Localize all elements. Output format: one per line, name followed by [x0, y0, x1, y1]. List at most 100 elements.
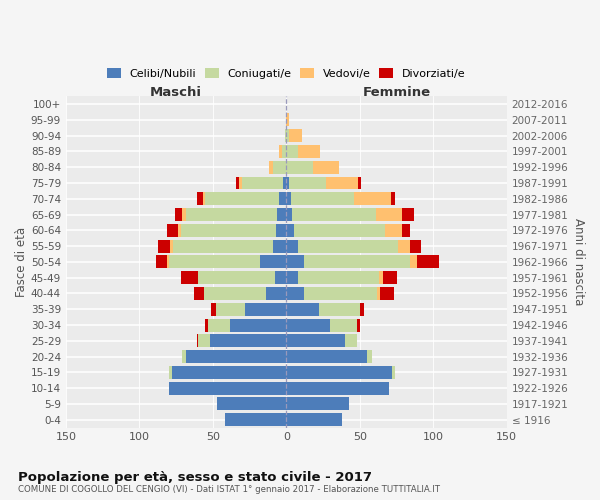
Bar: [181, 271, 198, 284]
Bar: [354, 192, 391, 205]
Bar: [286, 129, 289, 142]
Bar: [197, 334, 198, 347]
Bar: [286, 145, 298, 158]
Bar: [286, 176, 289, 190]
Bar: [286, 256, 304, 268]
Bar: [376, 208, 403, 221]
Bar: [170, 240, 173, 252]
Bar: [289, 129, 302, 142]
Bar: [377, 287, 380, 300]
Bar: [173, 240, 273, 252]
Bar: [197, 192, 203, 205]
Bar: [216, 303, 245, 316]
Bar: [175, 208, 182, 221]
Bar: [167, 256, 169, 268]
Bar: [286, 398, 349, 410]
Bar: [398, 240, 410, 252]
Bar: [417, 256, 439, 268]
Bar: [210, 334, 286, 347]
Text: Femmine: Femmine: [362, 86, 431, 98]
Bar: [289, 176, 326, 190]
Bar: [187, 350, 286, 363]
Bar: [286, 366, 392, 379]
Bar: [155, 256, 167, 268]
Bar: [203, 192, 205, 205]
Legend: Celibi/Nubili, Coniugati/e, Vedovi/e, Divorziati/e: Celibi/Nubili, Coniugati/e, Vedovi/e, Di…: [103, 64, 470, 84]
Bar: [204, 287, 266, 300]
Bar: [224, 414, 286, 426]
Bar: [286, 161, 313, 173]
Bar: [403, 208, 414, 221]
Bar: [410, 240, 421, 252]
Bar: [292, 208, 376, 221]
Bar: [403, 224, 410, 237]
Bar: [273, 240, 286, 252]
Bar: [313, 161, 339, 173]
Bar: [208, 318, 230, 332]
Bar: [182, 350, 187, 363]
Bar: [194, 287, 204, 300]
Bar: [158, 240, 170, 252]
Bar: [298, 145, 320, 158]
Bar: [286, 192, 291, 205]
Bar: [304, 287, 377, 300]
Bar: [298, 271, 379, 284]
Y-axis label: Anni di nascita: Anni di nascita: [572, 218, 585, 306]
Bar: [383, 271, 397, 284]
Bar: [286, 350, 367, 363]
Bar: [198, 271, 275, 284]
Bar: [291, 192, 354, 205]
Bar: [273, 161, 286, 173]
Bar: [269, 161, 273, 173]
Bar: [236, 176, 239, 190]
Bar: [298, 240, 398, 252]
Bar: [181, 224, 276, 237]
Bar: [172, 366, 286, 379]
Bar: [182, 208, 187, 221]
Bar: [279, 192, 286, 205]
Bar: [286, 414, 342, 426]
Bar: [275, 271, 286, 284]
Bar: [178, 224, 181, 237]
Bar: [286, 334, 345, 347]
Bar: [331, 318, 357, 332]
Bar: [169, 382, 286, 394]
Text: Maschi: Maschi: [150, 86, 202, 98]
Bar: [410, 256, 417, 268]
Bar: [286, 114, 289, 126]
Bar: [391, 192, 395, 205]
Text: COMUNE DI COGOLLO DEL CENGIO (VI) - Dati ISTAT 1° gennaio 2017 - Elaborazione TU: COMUNE DI COGOLLO DEL CENGIO (VI) - Dati…: [18, 485, 440, 494]
Bar: [217, 398, 286, 410]
Bar: [360, 303, 364, 316]
Bar: [266, 287, 286, 300]
Bar: [319, 303, 360, 316]
Bar: [286, 240, 298, 252]
Bar: [245, 303, 286, 316]
Bar: [367, 350, 371, 363]
Bar: [392, 366, 395, 379]
Bar: [286, 287, 304, 300]
Bar: [230, 318, 286, 332]
Bar: [357, 318, 360, 332]
Bar: [211, 303, 216, 316]
Bar: [205, 192, 279, 205]
Bar: [205, 318, 208, 332]
Bar: [169, 366, 172, 379]
Bar: [379, 271, 383, 284]
Bar: [283, 176, 286, 190]
Bar: [198, 334, 210, 347]
Bar: [286, 271, 298, 284]
Bar: [167, 224, 178, 237]
Bar: [385, 224, 403, 237]
Bar: [239, 176, 242, 190]
Bar: [286, 318, 331, 332]
Bar: [380, 287, 394, 300]
Bar: [285, 129, 286, 142]
Bar: [242, 176, 283, 190]
Bar: [260, 256, 286, 268]
Bar: [279, 145, 282, 158]
Bar: [286, 208, 292, 221]
Bar: [345, 334, 357, 347]
Bar: [358, 176, 361, 190]
Bar: [326, 176, 358, 190]
